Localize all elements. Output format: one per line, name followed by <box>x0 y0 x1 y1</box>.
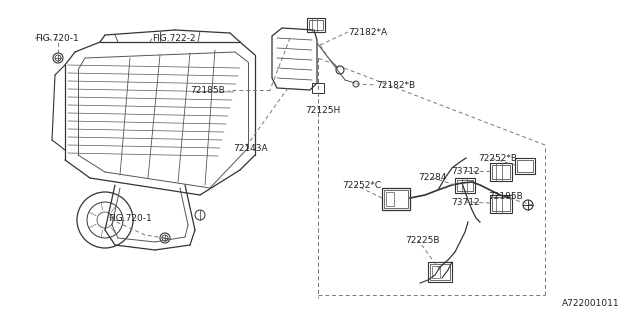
Bar <box>492 165 510 179</box>
Text: 72182*A: 72182*A <box>348 28 387 36</box>
Text: FIG.722-2: FIG.722-2 <box>152 34 195 43</box>
Text: 72143A: 72143A <box>233 143 268 153</box>
Text: FIG.720-1: FIG.720-1 <box>35 34 79 43</box>
Text: 72182*B: 72182*B <box>376 81 415 90</box>
Bar <box>457 180 473 191</box>
Text: 72284: 72284 <box>418 172 446 181</box>
Text: A722001011: A722001011 <box>563 299 620 308</box>
Text: 72252*C: 72252*C <box>342 180 381 189</box>
Bar <box>517 160 533 172</box>
Bar <box>384 190 408 208</box>
Bar <box>428 262 452 282</box>
Text: FIG.720-1: FIG.720-1 <box>108 213 152 222</box>
Bar <box>492 197 510 211</box>
Bar <box>382 188 410 210</box>
Text: 72185B: 72185B <box>190 85 225 94</box>
Bar <box>455 178 475 193</box>
Text: 72225B: 72225B <box>405 236 440 244</box>
Text: 72195B: 72195B <box>488 191 523 201</box>
Bar <box>307 18 325 32</box>
Bar <box>312 83 324 93</box>
Bar <box>490 195 512 213</box>
Bar <box>430 264 450 280</box>
Bar <box>490 163 512 181</box>
Bar <box>432 266 440 278</box>
Bar <box>386 192 394 206</box>
Bar <box>309 20 323 30</box>
Text: 72252*B: 72252*B <box>478 154 517 163</box>
Text: 73712: 73712 <box>451 166 479 175</box>
Bar <box>515 158 535 174</box>
Text: 72125H: 72125H <box>305 106 340 115</box>
Text: 73712: 73712 <box>451 197 479 206</box>
